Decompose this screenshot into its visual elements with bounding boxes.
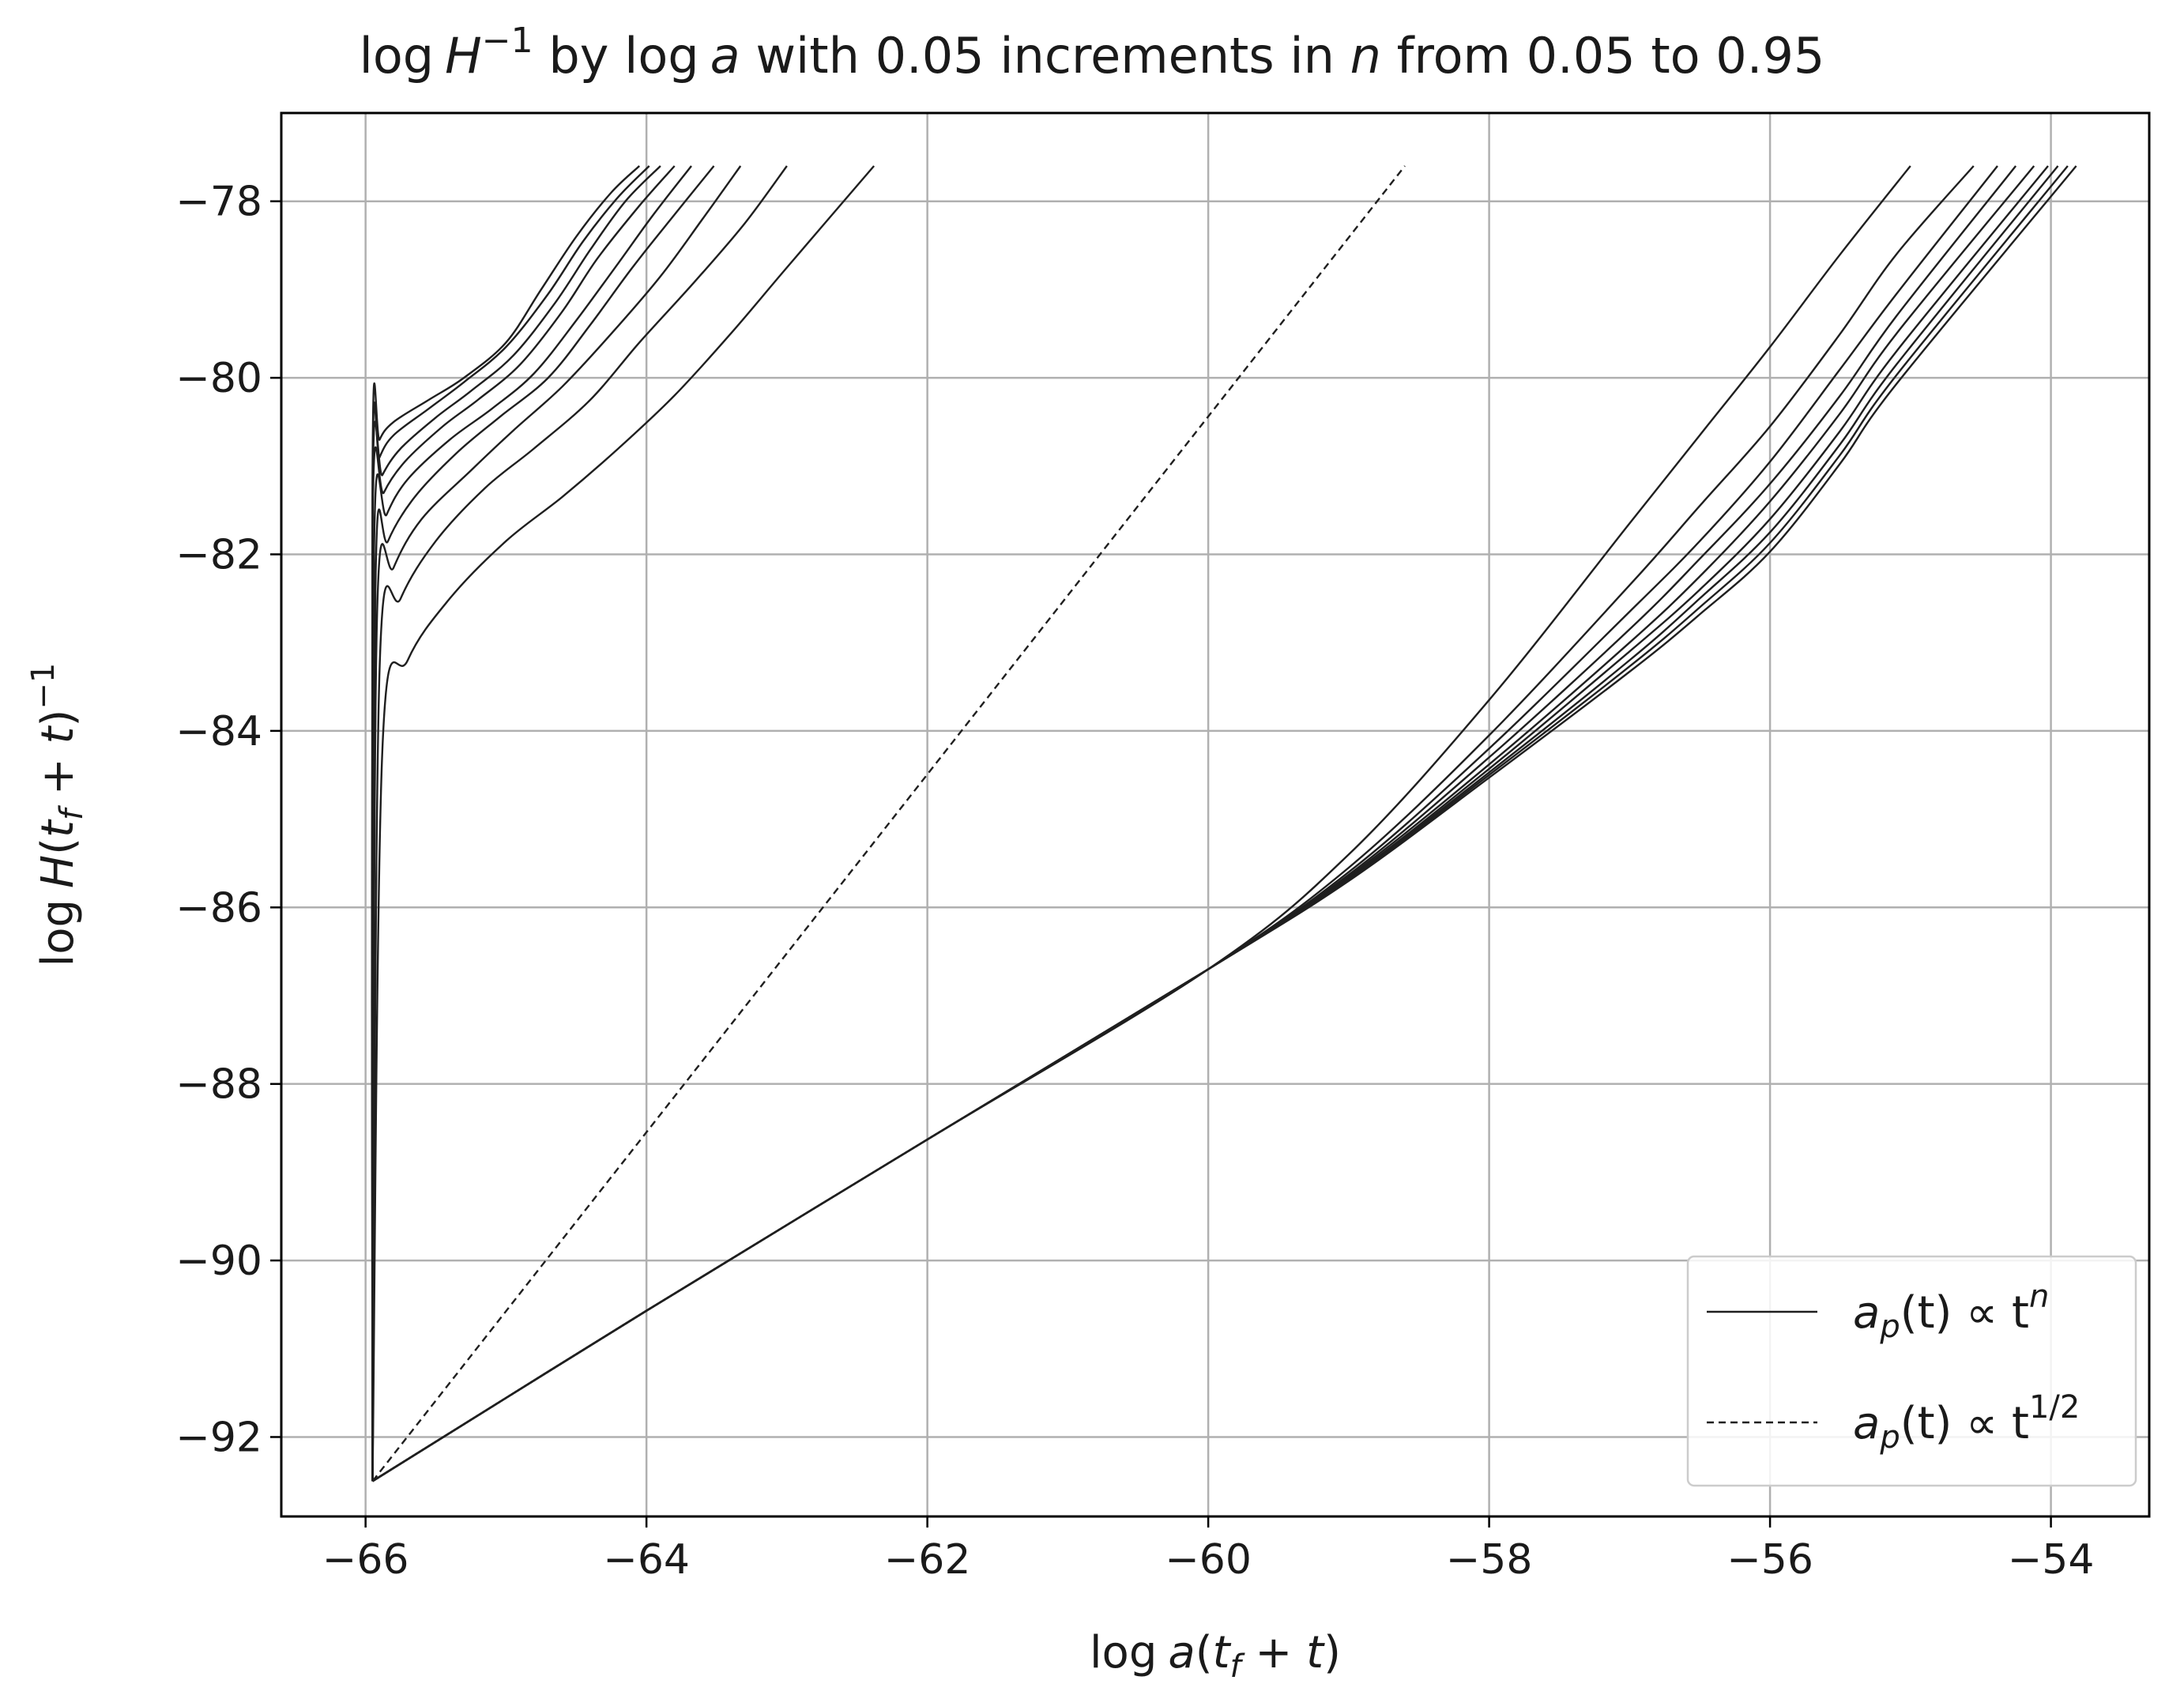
title-n: n: [1350, 27, 1381, 85]
legend-half-subscript: p: [1879, 1419, 1900, 1456]
legend-half-superscript: 1/2: [2029, 1389, 2080, 1426]
ylabel-t2: t: [32, 725, 84, 744]
x-axis-label: log a(tf + t): [1090, 1627, 1341, 1685]
xlabel-t: t: [1213, 1627, 1232, 1678]
y-tick-label: −82: [175, 531, 262, 578]
x-tick-label: −62: [884, 1536, 971, 1584]
series-line-n-0_65: [371, 165, 742, 1482]
legend-tn-a: a: [1853, 1287, 1880, 1339]
legend-tn-subscript: p: [1879, 1309, 1900, 1345]
y-tick-label: −92: [175, 1414, 262, 1461]
legend-entry-t-half: ap(t) ∝ t1/2: [1853, 1389, 2080, 1456]
xlabel-log: log: [1090, 1627, 1157, 1678]
xlabel-open-paren: (: [1196, 1627, 1213, 1678]
y-tick-label: −84: [175, 708, 262, 755]
x-tick-label: −64: [603, 1536, 690, 1584]
xlabel-close-paren: ): [1324, 1627, 1341, 1678]
y-axis-ticks: −78 −80 −82 −84 −86 −88 −90 −92: [175, 179, 281, 1461]
x-axis-ticks: −66 −64 −62 −60 −58 −56 −54: [322, 1516, 2095, 1584]
legend-box: [1686, 1255, 2137, 1487]
series-line-n-0_75: [371, 165, 692, 1482]
chart-title: log H−1 by log a with 0.05 increments in n…: [360, 21, 1825, 85]
legend: ap(t) ∝ tn ap(t) ∝ t1/2: [1686, 1255, 2137, 1487]
x-tick-label: −66: [322, 1536, 409, 1584]
legend-half-body: (t) ∝ t: [1900, 1398, 2029, 1449]
series-layer: [371, 165, 2077, 1482]
title-by-log: by log: [533, 27, 699, 85]
y-tick-label: −78: [175, 179, 262, 226]
series-line-n-0_8: [371, 165, 676, 1482]
legend-tn-body: (t) ∝ t: [1900, 1287, 2029, 1339]
series-line-n-0_55: [371, 165, 875, 1482]
title-h-superscript: −1: [482, 21, 533, 61]
series-line-n-0_7: [371, 165, 715, 1482]
y-tick-label: −90: [175, 1238, 262, 1285]
ylabel-superscript: −1: [25, 663, 62, 710]
xlabel-a: a: [1168, 1627, 1195, 1678]
y-tick-label: −88: [175, 1061, 262, 1109]
ylabel-h: H: [32, 855, 84, 888]
x-tick-label: −56: [1726, 1536, 1813, 1584]
y-tick-label: −86: [175, 884, 262, 932]
y-axis-label: logH(tf + t)−1: [25, 663, 90, 967]
series-line-n-0_45: [371, 165, 1911, 1482]
ylabel-open-paren: (: [32, 838, 84, 855]
title-h: H: [445, 27, 482, 85]
reference-line-t-half: [371, 165, 1406, 1482]
ylabel-plus: +: [32, 744, 84, 809]
series-line-n-0_85: [371, 165, 661, 1482]
plot-frame: [280, 111, 2151, 1518]
x-tick-label: −60: [1165, 1536, 1252, 1584]
series-line-n-0_9: [371, 165, 650, 1482]
ylabel-log: log: [32, 899, 84, 966]
ylabel-t: t: [32, 819, 84, 838]
legend-half-a: a: [1853, 1398, 1880, 1449]
series-line-n-0_05: [371, 165, 2077, 1482]
series-line-n-0_6: [371, 165, 788, 1482]
title-log: log: [360, 27, 435, 85]
legend-entry-tn: ap(t) ∝ tn: [1853, 1279, 2049, 1345]
x-tick-label: −58: [1446, 1536, 1533, 1584]
xlabel-plus: +: [1241, 1627, 1307, 1678]
y-tick-label: −80: [175, 355, 262, 402]
ylabel-close-paren: ): [32, 710, 84, 727]
x-tick-label: −54: [2008, 1536, 2095, 1584]
title-a: a: [710, 27, 740, 85]
title-increments: with 0.05 increments in: [740, 27, 1350, 85]
xlabel-t2: t: [1306, 1627, 1325, 1678]
title-range: from 0.05 to 0.95: [1381, 27, 1824, 85]
legend-tn-superscript: n: [2029, 1279, 2049, 1315]
